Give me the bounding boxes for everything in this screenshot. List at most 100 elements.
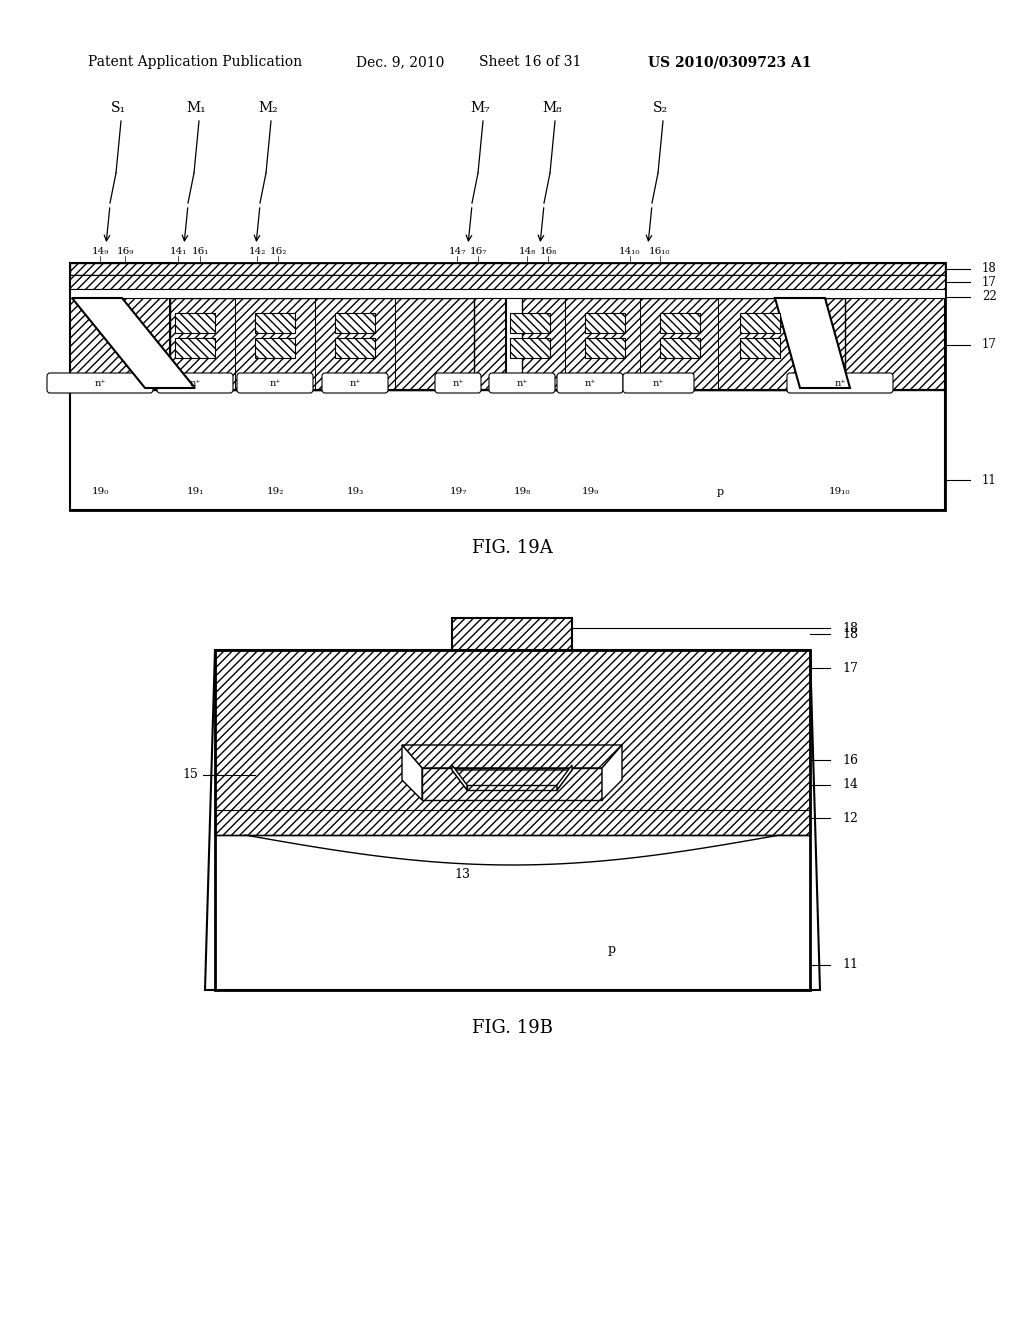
Text: 14₂: 14₂ (248, 247, 265, 256)
Bar (660, 313, 700, 333)
Text: 18: 18 (982, 263, 996, 276)
FancyBboxPatch shape (623, 374, 694, 393)
Text: n⁺: n⁺ (189, 379, 201, 388)
Text: 12: 12 (842, 812, 858, 825)
Text: 18: 18 (842, 627, 858, 640)
Polygon shape (402, 744, 422, 800)
Bar (585, 338, 625, 358)
Text: 15: 15 (182, 768, 198, 781)
FancyBboxPatch shape (489, 374, 555, 393)
Text: n⁺: n⁺ (652, 379, 664, 388)
Text: 19₁₀: 19₁₀ (829, 487, 851, 496)
Bar (255, 338, 295, 358)
Polygon shape (452, 766, 467, 789)
Bar (510, 313, 550, 333)
Polygon shape (215, 649, 810, 836)
Text: Dec. 9, 2010: Dec. 9, 2010 (355, 55, 444, 69)
Text: 14₉: 14₉ (91, 247, 109, 256)
Bar (510, 338, 550, 358)
Text: 14₁₀: 14₁₀ (620, 247, 641, 256)
Bar (845, 263, 945, 389)
Text: 18: 18 (842, 622, 858, 635)
Bar (70, 263, 170, 389)
Text: 16₉: 16₉ (117, 247, 134, 256)
Bar (70, 275, 945, 289)
Text: 16₈: 16₈ (540, 247, 557, 256)
Polygon shape (402, 744, 622, 768)
FancyBboxPatch shape (157, 374, 233, 393)
Text: 19₈: 19₈ (513, 487, 530, 496)
Text: n⁺: n⁺ (453, 379, 464, 388)
Polygon shape (775, 298, 850, 388)
Bar (740, 313, 780, 333)
Polygon shape (467, 785, 557, 789)
Text: 14₁: 14₁ (169, 247, 186, 256)
Text: n⁺: n⁺ (585, 379, 596, 388)
Text: 14₇: 14₇ (449, 247, 466, 256)
Text: S₁: S₁ (111, 102, 126, 115)
Bar (255, 313, 295, 333)
Bar (70, 289, 945, 298)
FancyBboxPatch shape (47, 374, 153, 393)
Text: M₈: M₈ (542, 102, 562, 115)
Text: 17: 17 (982, 276, 997, 289)
Text: n⁺: n⁺ (835, 379, 846, 388)
Bar (175, 313, 215, 333)
Text: 17: 17 (982, 338, 997, 351)
Polygon shape (422, 768, 602, 800)
Text: 19₂: 19₂ (266, 487, 284, 496)
Text: US 2010/0309723 A1: US 2010/0309723 A1 (648, 55, 812, 69)
Text: n⁺: n⁺ (94, 379, 105, 388)
Polygon shape (205, 649, 820, 990)
Bar (175, 338, 215, 358)
Text: 19₁: 19₁ (186, 487, 204, 496)
FancyBboxPatch shape (435, 374, 481, 393)
Bar (335, 313, 375, 333)
Polygon shape (557, 766, 572, 789)
Polygon shape (452, 770, 572, 789)
Bar (70, 263, 945, 510)
Text: 19₇: 19₇ (450, 487, 467, 496)
Bar (70, 263, 945, 275)
Text: FIG. 19A: FIG. 19A (472, 539, 552, 557)
Text: 16₇: 16₇ (469, 247, 486, 256)
Text: Sheet 16 of 31: Sheet 16 of 31 (479, 55, 582, 69)
Text: 14: 14 (842, 779, 858, 792)
Bar (522, 298, 845, 389)
Text: S₂: S₂ (652, 102, 668, 115)
Text: n⁺: n⁺ (269, 379, 281, 388)
FancyBboxPatch shape (322, 374, 388, 393)
Text: 16₂: 16₂ (269, 247, 287, 256)
FancyBboxPatch shape (237, 374, 313, 393)
Text: FIG. 19B: FIG. 19B (471, 1019, 553, 1038)
Bar (70, 389, 945, 510)
Polygon shape (72, 298, 195, 388)
Text: Patent Application Publication: Patent Application Publication (88, 55, 302, 69)
Text: n⁺: n⁺ (516, 379, 527, 388)
Bar (740, 338, 780, 358)
Bar (660, 338, 700, 358)
Bar (452, 618, 572, 649)
Text: 16₁₀: 16₁₀ (649, 247, 671, 256)
Text: M₁: M₁ (186, 102, 206, 115)
Text: 17: 17 (842, 661, 858, 675)
Bar (585, 313, 625, 333)
Text: 11: 11 (842, 958, 858, 972)
Text: 19₃: 19₃ (346, 487, 364, 496)
Text: 19₀: 19₀ (91, 487, 109, 496)
FancyBboxPatch shape (557, 374, 623, 393)
Text: 11: 11 (982, 474, 996, 487)
Polygon shape (602, 744, 622, 800)
Text: 16: 16 (842, 754, 858, 767)
Text: M₂: M₂ (258, 102, 278, 115)
Text: 22: 22 (982, 290, 996, 304)
Text: p: p (608, 944, 616, 957)
Text: 13: 13 (454, 869, 470, 882)
Bar (170, 298, 474, 389)
Text: M₇: M₇ (470, 102, 489, 115)
FancyBboxPatch shape (787, 374, 893, 393)
Text: 14₈: 14₈ (518, 247, 536, 256)
Text: n⁺: n⁺ (349, 379, 360, 388)
Text: 16₁: 16₁ (191, 247, 209, 256)
Bar (335, 338, 375, 358)
